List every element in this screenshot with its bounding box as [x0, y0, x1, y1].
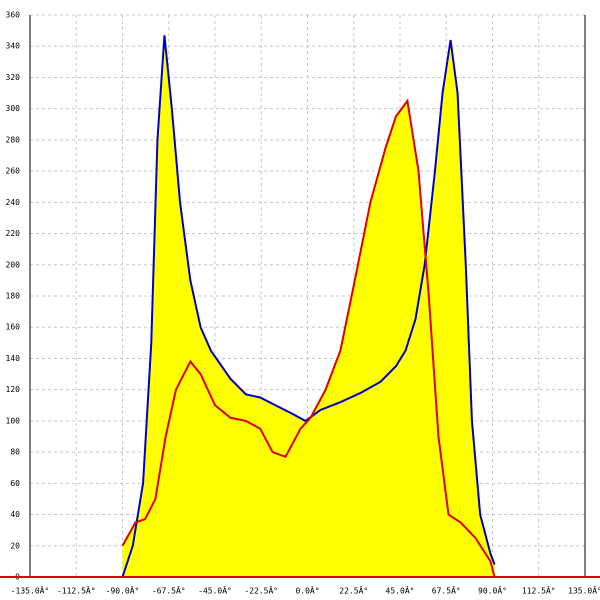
- y-tick-label: 280: [6, 135, 21, 144]
- x-tick-label: 0.0Â°: [295, 585, 319, 596]
- x-tick-label: -45.0Â°: [198, 585, 232, 596]
- y-tick-label: 120: [6, 385, 21, 394]
- x-tick-label: -22.5Â°: [244, 585, 278, 596]
- x-tick-label: 112.5Â°: [522, 585, 556, 596]
- y-tick-label: 360: [6, 11, 21, 20]
- x-tick-label: 67.5Â°: [432, 585, 461, 596]
- series-line: [121, 98, 496, 578]
- y-tick-label: 240: [6, 198, 21, 207]
- y-tick-label: 340: [6, 42, 21, 51]
- y-tick-label: 220: [6, 229, 21, 238]
- x-tick-label: -67.5Â°: [152, 585, 186, 596]
- y-tick-label: 140: [6, 354, 21, 363]
- area-fill: [122, 100, 495, 577]
- y-tick-label: 80: [10, 448, 20, 457]
- x-tick-label: 90.0Â°: [478, 585, 507, 596]
- x-tick-label: 45.0Â°: [386, 585, 415, 596]
- y-tick-label: 40: [10, 510, 20, 519]
- y-tick-label: 260: [6, 167, 21, 176]
- y-tick-label: 20: [10, 541, 20, 550]
- y-tick-label: 60: [10, 479, 20, 488]
- x-tick-label: -135.0Â°: [11, 585, 50, 596]
- y-tick-label: 200: [6, 260, 21, 269]
- x-tick-label: -112.5Â°: [57, 585, 96, 596]
- y-tick-label: 320: [6, 73, 21, 82]
- x-tick-label: 22.5Â°: [339, 585, 368, 596]
- x-tick-label: -90.0Â°: [106, 585, 140, 596]
- y-tick-label: 160: [6, 323, 21, 332]
- y-tick-label: 180: [6, 292, 21, 301]
- y-tick-label: 300: [6, 104, 21, 113]
- y-tick-label: 100: [6, 416, 21, 425]
- x-tick-label: 135.0Â°: [568, 585, 600, 596]
